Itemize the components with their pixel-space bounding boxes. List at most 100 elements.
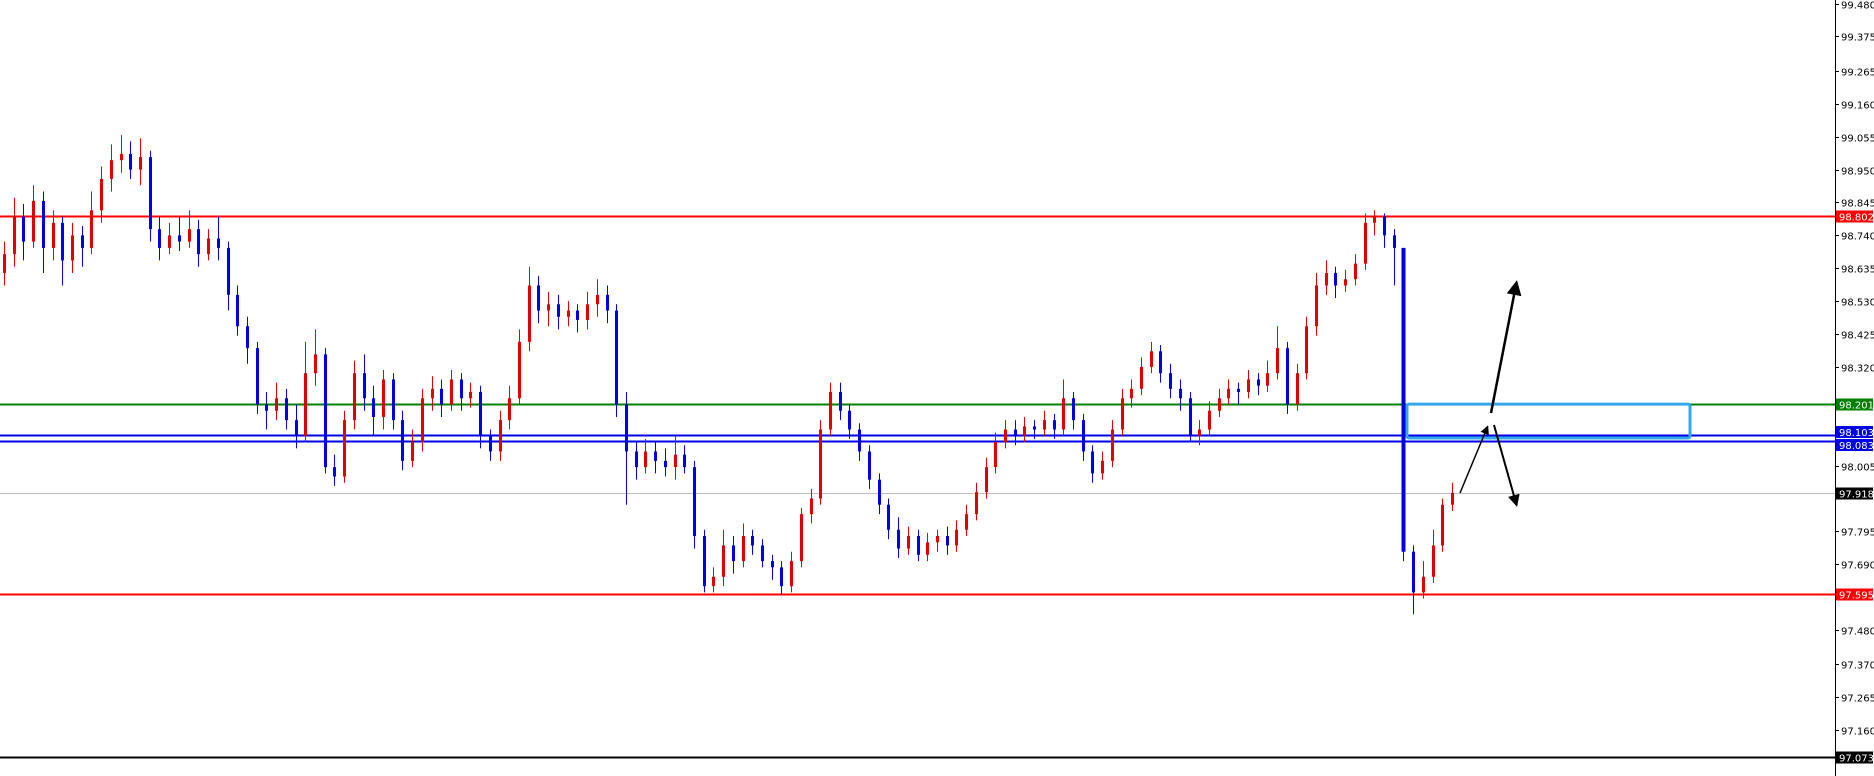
candle-body xyxy=(819,429,822,499)
candle-body xyxy=(1121,398,1124,430)
candles xyxy=(3,135,1454,615)
projection-arrows xyxy=(1459,280,1522,507)
candle-bear xyxy=(479,385,482,449)
tick-label: 98.530 xyxy=(1841,298,1874,309)
candle-body xyxy=(955,529,958,546)
candle-body xyxy=(1159,351,1162,374)
candle-body xyxy=(1296,373,1299,405)
candle-body xyxy=(858,429,861,452)
candle-body xyxy=(304,373,307,436)
candle-bull xyxy=(800,507,803,568)
candle-bull xyxy=(314,329,317,386)
candle-bull xyxy=(1062,379,1065,436)
candle-bull xyxy=(1208,401,1211,436)
candle-bear xyxy=(265,391,268,430)
level-label: 97.595 xyxy=(1839,591,1874,602)
candle-body xyxy=(771,561,774,568)
candle-body xyxy=(897,529,900,549)
candle-body xyxy=(353,373,356,421)
candle-body xyxy=(1023,426,1026,436)
candle-bear xyxy=(780,561,783,596)
candle-bear xyxy=(333,454,336,486)
candle-body xyxy=(615,310,618,405)
candle-body xyxy=(907,536,910,549)
candle-body xyxy=(606,294,609,311)
tick-label: 98.740 xyxy=(1841,232,1874,243)
tick-label: 98.320 xyxy=(1841,364,1874,375)
candle-body xyxy=(1053,420,1056,430)
candle-bear xyxy=(1383,213,1386,248)
candle-body xyxy=(1451,492,1454,505)
candle-body xyxy=(761,545,764,562)
candle-bear xyxy=(129,141,132,179)
candle-body xyxy=(197,229,200,255)
candle-body xyxy=(32,200,35,242)
candle-bear xyxy=(946,526,949,555)
candle-bear xyxy=(693,460,696,549)
candle-body xyxy=(1111,429,1114,461)
candle-bull xyxy=(275,382,278,421)
level-label-bg xyxy=(1836,210,1873,223)
tick-label: 97.265 xyxy=(1841,694,1874,705)
candle-bear xyxy=(227,241,230,311)
candle-bull xyxy=(1101,451,1104,480)
candle-body xyxy=(1383,216,1386,236)
candle-body xyxy=(596,294,599,305)
candle-body xyxy=(975,492,978,515)
candle-body xyxy=(265,404,268,411)
candle-body xyxy=(100,178,103,211)
candle-bull xyxy=(674,435,677,480)
candle-body xyxy=(236,294,239,327)
candle-bull xyxy=(1344,269,1347,292)
candle-body xyxy=(71,235,74,261)
candle-bear xyxy=(178,216,181,252)
candle-body xyxy=(829,391,832,430)
candle-bear xyxy=(1072,391,1075,430)
candle-bear xyxy=(848,404,851,439)
candle-bear xyxy=(917,529,920,562)
candle-body xyxy=(878,479,881,505)
candle-body xyxy=(780,567,783,587)
candle-bear xyxy=(858,423,861,461)
candle-bull xyxy=(742,523,745,568)
candle-bull xyxy=(975,482,978,521)
candle-bear xyxy=(197,219,200,267)
candle-body xyxy=(421,398,424,443)
candle-body xyxy=(168,235,171,248)
candle-body xyxy=(479,391,482,436)
candle-bear xyxy=(839,382,842,421)
candle-body xyxy=(1364,222,1367,264)
candle-bull xyxy=(1451,482,1454,511)
candle-bear xyxy=(703,529,706,593)
tick-label: 99.480 xyxy=(1841,1,1874,12)
candle-body xyxy=(674,454,677,468)
candle-body xyxy=(460,379,463,399)
candle-body xyxy=(1101,460,1104,474)
candle-bull xyxy=(936,529,939,552)
candle-bull xyxy=(1305,316,1308,380)
candle-body xyxy=(110,160,113,179)
candle-bull xyxy=(1121,388,1124,436)
candle-bear xyxy=(1091,445,1094,483)
candle-bear xyxy=(635,442,638,480)
candle-body xyxy=(518,341,521,399)
horizontal-levels xyxy=(0,215,1835,759)
candle-body xyxy=(917,536,920,555)
candle-bull xyxy=(1130,379,1133,408)
resistance-zone-box[interactable] xyxy=(1405,402,1692,440)
candle-body xyxy=(644,451,647,468)
candle-body xyxy=(440,388,443,405)
candle-body xyxy=(1344,279,1347,286)
candle-bull xyxy=(207,229,210,261)
candle-bull xyxy=(411,429,414,468)
candle-body xyxy=(324,354,327,468)
candle-body xyxy=(3,254,6,273)
candle-bear xyxy=(868,445,871,490)
candle-body xyxy=(295,420,298,436)
candle-body xyxy=(207,238,210,255)
candle-body xyxy=(994,442,997,468)
candle-body xyxy=(149,157,152,230)
candle-body xyxy=(1237,388,1240,392)
candle-body xyxy=(343,420,346,477)
